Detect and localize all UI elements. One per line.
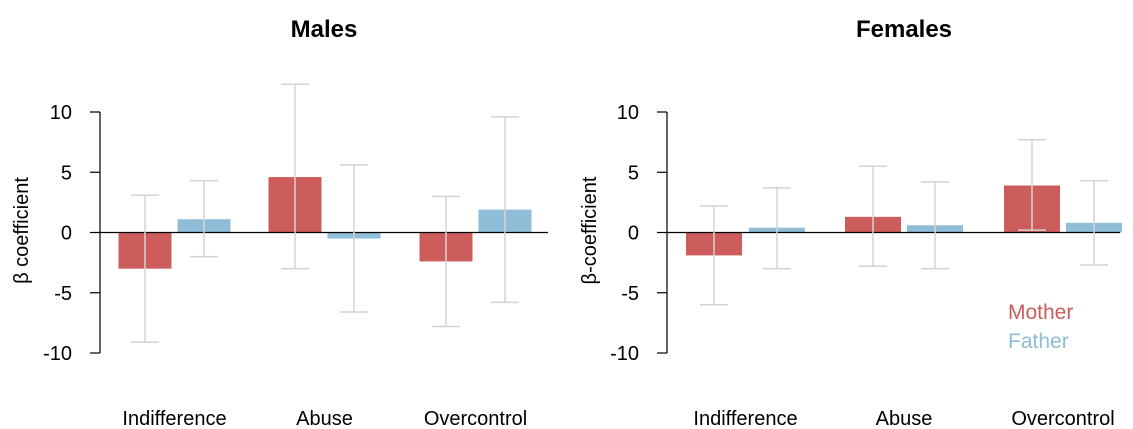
y-tick-label: 5 — [628, 162, 639, 184]
category-label: Overcontrol — [1011, 408, 1114, 429]
category-label: Overcontrol — [424, 408, 527, 429]
category-label: Indifference — [693, 408, 797, 429]
category-label: Abuse — [296, 408, 353, 429]
y-tick-label: -10 — [610, 343, 639, 365]
y-tick-label: 5 — [61, 162, 72, 184]
chart-title: Males — [291, 16, 358, 43]
y-tick-label: -10 — [43, 343, 72, 365]
error-bar-mother-abuse — [859, 165, 887, 267]
legend: Mother Father — [1008, 301, 1073, 353]
error-bar-father-abuse — [340, 164, 368, 313]
error-bar-mother-overcontrol — [1018, 138, 1046, 231]
error-bar-father-indifference — [190, 179, 218, 258]
category-label: Abuse — [876, 408, 933, 429]
y-tick-label: 0 — [628, 223, 639, 245]
y-tick-label: 0 — [61, 223, 72, 245]
panel-females: Females β-coefficient -10 -5 0 5 10 Indifferenc… — [579, 16, 1122, 429]
error-bar-father-abuse — [921, 181, 949, 270]
y-axis-label: β-coefficient — [579, 176, 601, 284]
panel-males: Males β coefficient -10 -5 0 5 10 Indifference A… — [11, 16, 548, 429]
y-axis-label: β coefficient — [11, 177, 33, 284]
y-tick-label: 10 — [50, 102, 72, 124]
error-bar-mother-abuse — [281, 83, 309, 270]
legend-entry-mother: Mother — [1008, 301, 1073, 324]
error-bar-mother-indifference — [131, 194, 159, 343]
error-bar-father-indifference — [763, 187, 791, 270]
y-tick-label: -5 — [54, 283, 72, 305]
y-tick-label: -5 — [621, 283, 639, 305]
error-bar-mother-indifference — [700, 205, 728, 306]
legend-entry-father: Father — [1008, 330, 1069, 353]
y-tick-label: 10 — [617, 102, 639, 124]
chart-title: Females — [856, 16, 952, 43]
error-bar-mother-overcontrol — [432, 195, 460, 328]
error-bar-father-overcontrol — [491, 116, 519, 304]
error-bar-father-overcontrol — [1080, 179, 1108, 266]
category-label: Indifference — [122, 408, 226, 429]
